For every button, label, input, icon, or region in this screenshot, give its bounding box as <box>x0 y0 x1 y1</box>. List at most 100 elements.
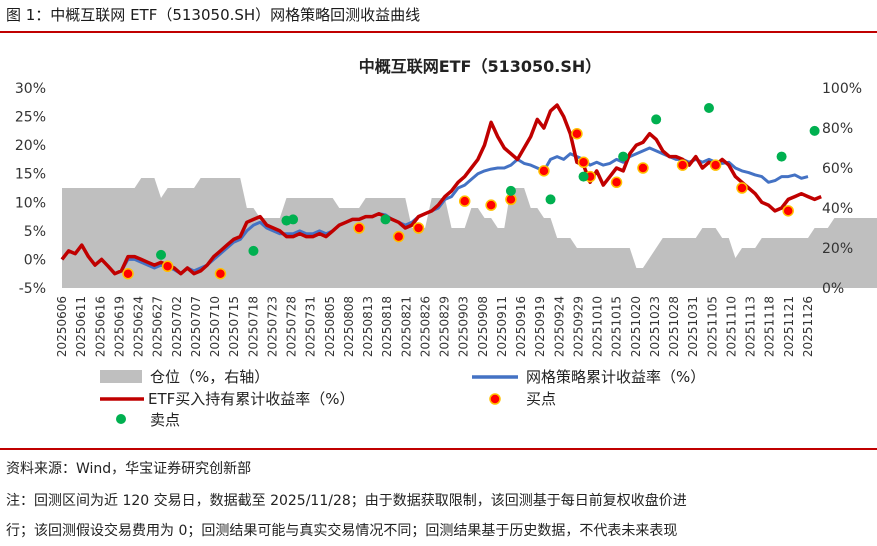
x-tick-label: 20250619 <box>112 296 126 357</box>
buy-point <box>538 165 550 177</box>
x-tick-label: 20251020 <box>629 296 643 357</box>
x-tick-label: 20250916 <box>514 296 528 357</box>
x-tick-label: 20250718 <box>246 296 260 357</box>
source-text: 资料来源：Wind，华宝证券研究创新部 <box>6 461 252 477</box>
x-tick-label: 20250826 <box>418 296 432 357</box>
sell-point <box>618 151 629 162</box>
x-tick-label: 20250903 <box>457 296 471 357</box>
x-tick-label: 20250723 <box>265 296 279 357</box>
chart-title: 中概互联网ETF（513050.SH） <box>359 57 602 76</box>
x-tick-label: 20250929 <box>572 296 586 357</box>
legend-swatch-position <box>100 370 142 383</box>
x-tick-label: 20250611 <box>74 296 88 357</box>
right-tick-label: 60% <box>822 161 853 177</box>
legend-marker-buy <box>489 393 501 405</box>
x-tick-label: 20250908 <box>476 296 490 357</box>
x-axis: 20250606 20250611 20250616 20250619 20250624… <box>55 296 815 357</box>
x-tick-label: 20251105 <box>705 296 719 357</box>
x-tick-label: 20250707 <box>189 296 203 357</box>
legend-marker-sell <box>116 414 126 424</box>
buy-point <box>458 195 471 207</box>
right-tick-label: 20% <box>822 241 853 257</box>
x-tick-label: 20251010 <box>591 296 605 357</box>
right-tick-label: 80% <box>822 121 853 137</box>
sell-point <box>545 194 556 205</box>
x-tick-label: 20250813 <box>361 296 375 357</box>
sell-point <box>156 249 167 260</box>
backtest-chart: 中概互联网ETF（513050.SH） 30% 25% 20% 15% 10% 5% 0% -… <box>15 57 877 429</box>
x-tick-label: 20250731 <box>304 296 318 357</box>
sell-point <box>380 214 391 225</box>
x-tick-label: 20251110 <box>725 296 739 357</box>
x-tick-label: 20251031 <box>686 296 700 357</box>
points-layer <box>122 103 820 280</box>
right-tick-label: 100% <box>822 81 862 97</box>
left-tick-label: 0% <box>24 252 46 268</box>
x-tick-label: 20250728 <box>285 296 299 357</box>
x-tick-label: 20251028 <box>667 296 681 357</box>
note-line-1: 注：回测区间为近 120 交易日，数据截至 2025/11/28；由于数据获取限… <box>6 493 687 509</box>
legend-label-sell: 卖点 <box>150 411 180 429</box>
buy-point <box>610 176 623 189</box>
right-tick-label: 40% <box>822 201 853 217</box>
left-tick-label: -5% <box>19 281 46 297</box>
buy-point <box>505 193 517 206</box>
x-tick-label: 20250805 <box>323 296 337 357</box>
left-tick-label: 30% <box>15 81 46 97</box>
x-tick-label: 20251121 <box>782 296 796 357</box>
sell-point <box>809 125 820 136</box>
sell-point <box>288 214 299 225</box>
position-area <box>62 178 877 288</box>
x-tick-label: 20250808 <box>342 296 356 357</box>
buy-point <box>782 205 794 217</box>
x-tick-label: 20250606 <box>55 296 69 357</box>
x-tick-label: 20250919 <box>533 296 547 357</box>
buy-point <box>571 127 583 140</box>
sell-point <box>651 114 662 125</box>
buy-point <box>214 267 227 280</box>
x-tick-label: 20250702 <box>170 296 184 357</box>
buy-point <box>122 267 134 280</box>
left-tick-label: 5% <box>24 224 46 240</box>
sell-point <box>703 103 714 113</box>
left-axis: 30% 25% 20% 15% 10% 5% 0% -5% <box>15 81 46 297</box>
buy-point <box>485 199 497 211</box>
buy-point <box>577 156 590 169</box>
buy-point <box>412 222 425 234</box>
x-tick-label: 20251126 <box>801 296 815 357</box>
top-rule <box>0 31 877 33</box>
x-tick-label: 20250829 <box>438 296 452 357</box>
buy-point <box>709 159 722 171</box>
right-tick-label: 0% <box>822 281 844 297</box>
legend-label-etf: ETF买入持有累计收益率（%） <box>148 390 355 408</box>
figure-title: 图 1：中概互联网 ETF（513050.SH）网格策略回测收益曲线 <box>6 6 421 24</box>
sell-point <box>505 185 516 196</box>
left-tick-label: 25% <box>15 110 46 126</box>
buy-point <box>353 222 365 234</box>
etf-hold-line <box>60 103 822 276</box>
x-tick-label: 20251015 <box>610 296 624 357</box>
x-tick-label: 20250911 <box>495 296 509 357</box>
x-tick-label: 20250624 <box>132 296 146 357</box>
sell-point <box>578 171 589 182</box>
legend-label-buy: 买点 <box>526 390 556 408</box>
buy-point <box>637 162 649 174</box>
x-tick-label: 20251023 <box>648 296 662 357</box>
buy-point <box>736 182 748 194</box>
x-tick-label: 20250616 <box>93 296 107 357</box>
legend-label-grid: 网格策略累计收益率（%） <box>526 368 705 386</box>
buy-point <box>161 260 174 273</box>
right-axis: 100% 80% 60% 40% 20% 0% <box>822 81 862 297</box>
x-tick-label: 20250710 <box>208 296 222 357</box>
x-tick-label: 20250818 <box>380 296 394 357</box>
legend-label-position: 仓位（%，右轴） <box>150 368 269 386</box>
note-line-2: 行；该回测假设交易费用为 0；回测结果可能与真实交易情况不同；回测结果基于历史数… <box>6 523 678 539</box>
left-tick-label: 15% <box>15 167 46 183</box>
x-tick-label: 20250627 <box>151 296 165 357</box>
bottom-rule <box>0 448 877 450</box>
position-area-layer <box>62 178 877 288</box>
x-tick-label: 20250821 <box>399 296 413 357</box>
x-tick-label: 20250715 <box>227 296 241 357</box>
sell-point <box>776 151 787 162</box>
